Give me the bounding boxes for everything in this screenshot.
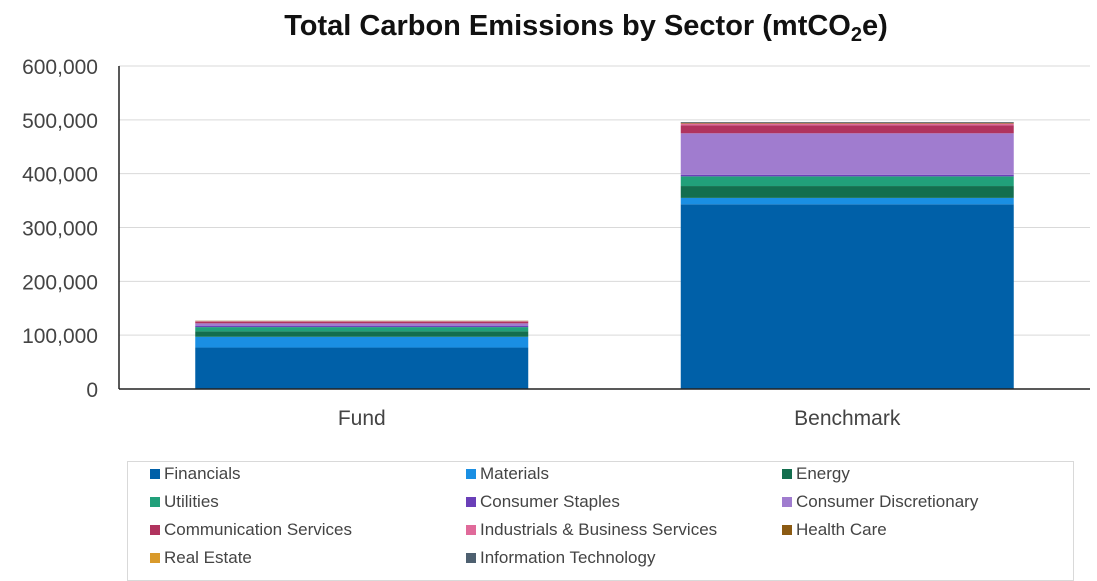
x-tick-label: Benchmark (794, 407, 901, 430)
legend-swatch (782, 469, 792, 479)
bar-segment-information-technology (681, 122, 1014, 123)
legend-swatch (466, 525, 476, 535)
legend-swatch (782, 497, 792, 507)
legend-label: Consumer Discretionary (796, 492, 978, 511)
legend-item: Materials (466, 463, 549, 485)
bar-segment-communication-services (195, 322, 528, 324)
legend-swatch (150, 553, 160, 563)
legend-label: Real Estate (164, 548, 252, 567)
chart-plot: 0 100,000 200,000 300,000 400,000 500,000 600,… (0, 0, 1097, 460)
legend-item: Industrials & Business Services (466, 519, 717, 541)
y-tick-label: 500,000 (22, 110, 98, 133)
bar-segment-financials (681, 204, 1014, 389)
bar-segment-consumer-staples (195, 326, 528, 327)
legend-swatch (466, 497, 476, 507)
bar-segment-materials (195, 337, 528, 348)
legend-item: Consumer Discretionary (782, 491, 978, 513)
y-tick-label: 600,000 (22, 56, 98, 79)
legend-label: Health Care (796, 520, 887, 539)
bar-segment-consumer-discretionary (681, 133, 1014, 174)
y-tick-label: 100,000 (22, 325, 98, 348)
legend-label: Industrials & Business Services (480, 520, 717, 539)
legend-item: Utilities (150, 491, 219, 513)
x-tick-label: Fund (338, 407, 386, 430)
bar-segment-health-care (681, 123, 1014, 124)
legend-swatch (466, 469, 476, 479)
bar-segment-consumer-staples (681, 175, 1014, 177)
y-tick-label: 200,000 (22, 271, 98, 294)
bar-segment-communication-services (681, 125, 1014, 133)
legend-swatch (466, 553, 476, 563)
legend-item: Health Care (782, 519, 887, 541)
legend-swatch (150, 525, 160, 535)
bar-segment-utilities (681, 176, 1014, 186)
legend-label: Utilities (164, 492, 219, 511)
legend-swatch (150, 469, 160, 479)
legend-label: Materials (480, 464, 549, 483)
legend-item: Communication Services (150, 519, 352, 541)
bar-segment-industrials-business-services (195, 321, 528, 322)
legend-swatch (150, 497, 160, 507)
bar-segment-financials (195, 348, 528, 389)
y-tick-label: 0 (86, 379, 98, 402)
legend-label: Information Technology (480, 548, 655, 567)
bar-segment-consumer-discretionary (195, 323, 528, 326)
legend-item: Energy (782, 463, 850, 485)
y-tick-label: 300,000 (22, 218, 98, 241)
legend-label: Communication Services (164, 520, 352, 539)
legend-label: Financials (164, 464, 241, 483)
bar-segment-utilities (195, 327, 528, 331)
chart-legend: Financials Materials Energy Utilities Consum… (127, 461, 1074, 581)
bar-segment-materials (681, 198, 1014, 204)
bar-segment-energy (195, 331, 528, 336)
legend-item: Real Estate (150, 547, 252, 569)
bar-segment-industrials-business-services (681, 124, 1014, 126)
bar-segment-energy (681, 186, 1014, 198)
legend-label: Energy (796, 464, 850, 483)
legend-item: Information Technology (466, 547, 655, 569)
legend-swatch (782, 525, 792, 535)
legend-item: Financials (150, 463, 241, 485)
legend-label: Consumer Staples (480, 492, 620, 511)
y-tick-label: 400,000 (22, 164, 98, 187)
legend-item: Consumer Staples (466, 491, 620, 513)
